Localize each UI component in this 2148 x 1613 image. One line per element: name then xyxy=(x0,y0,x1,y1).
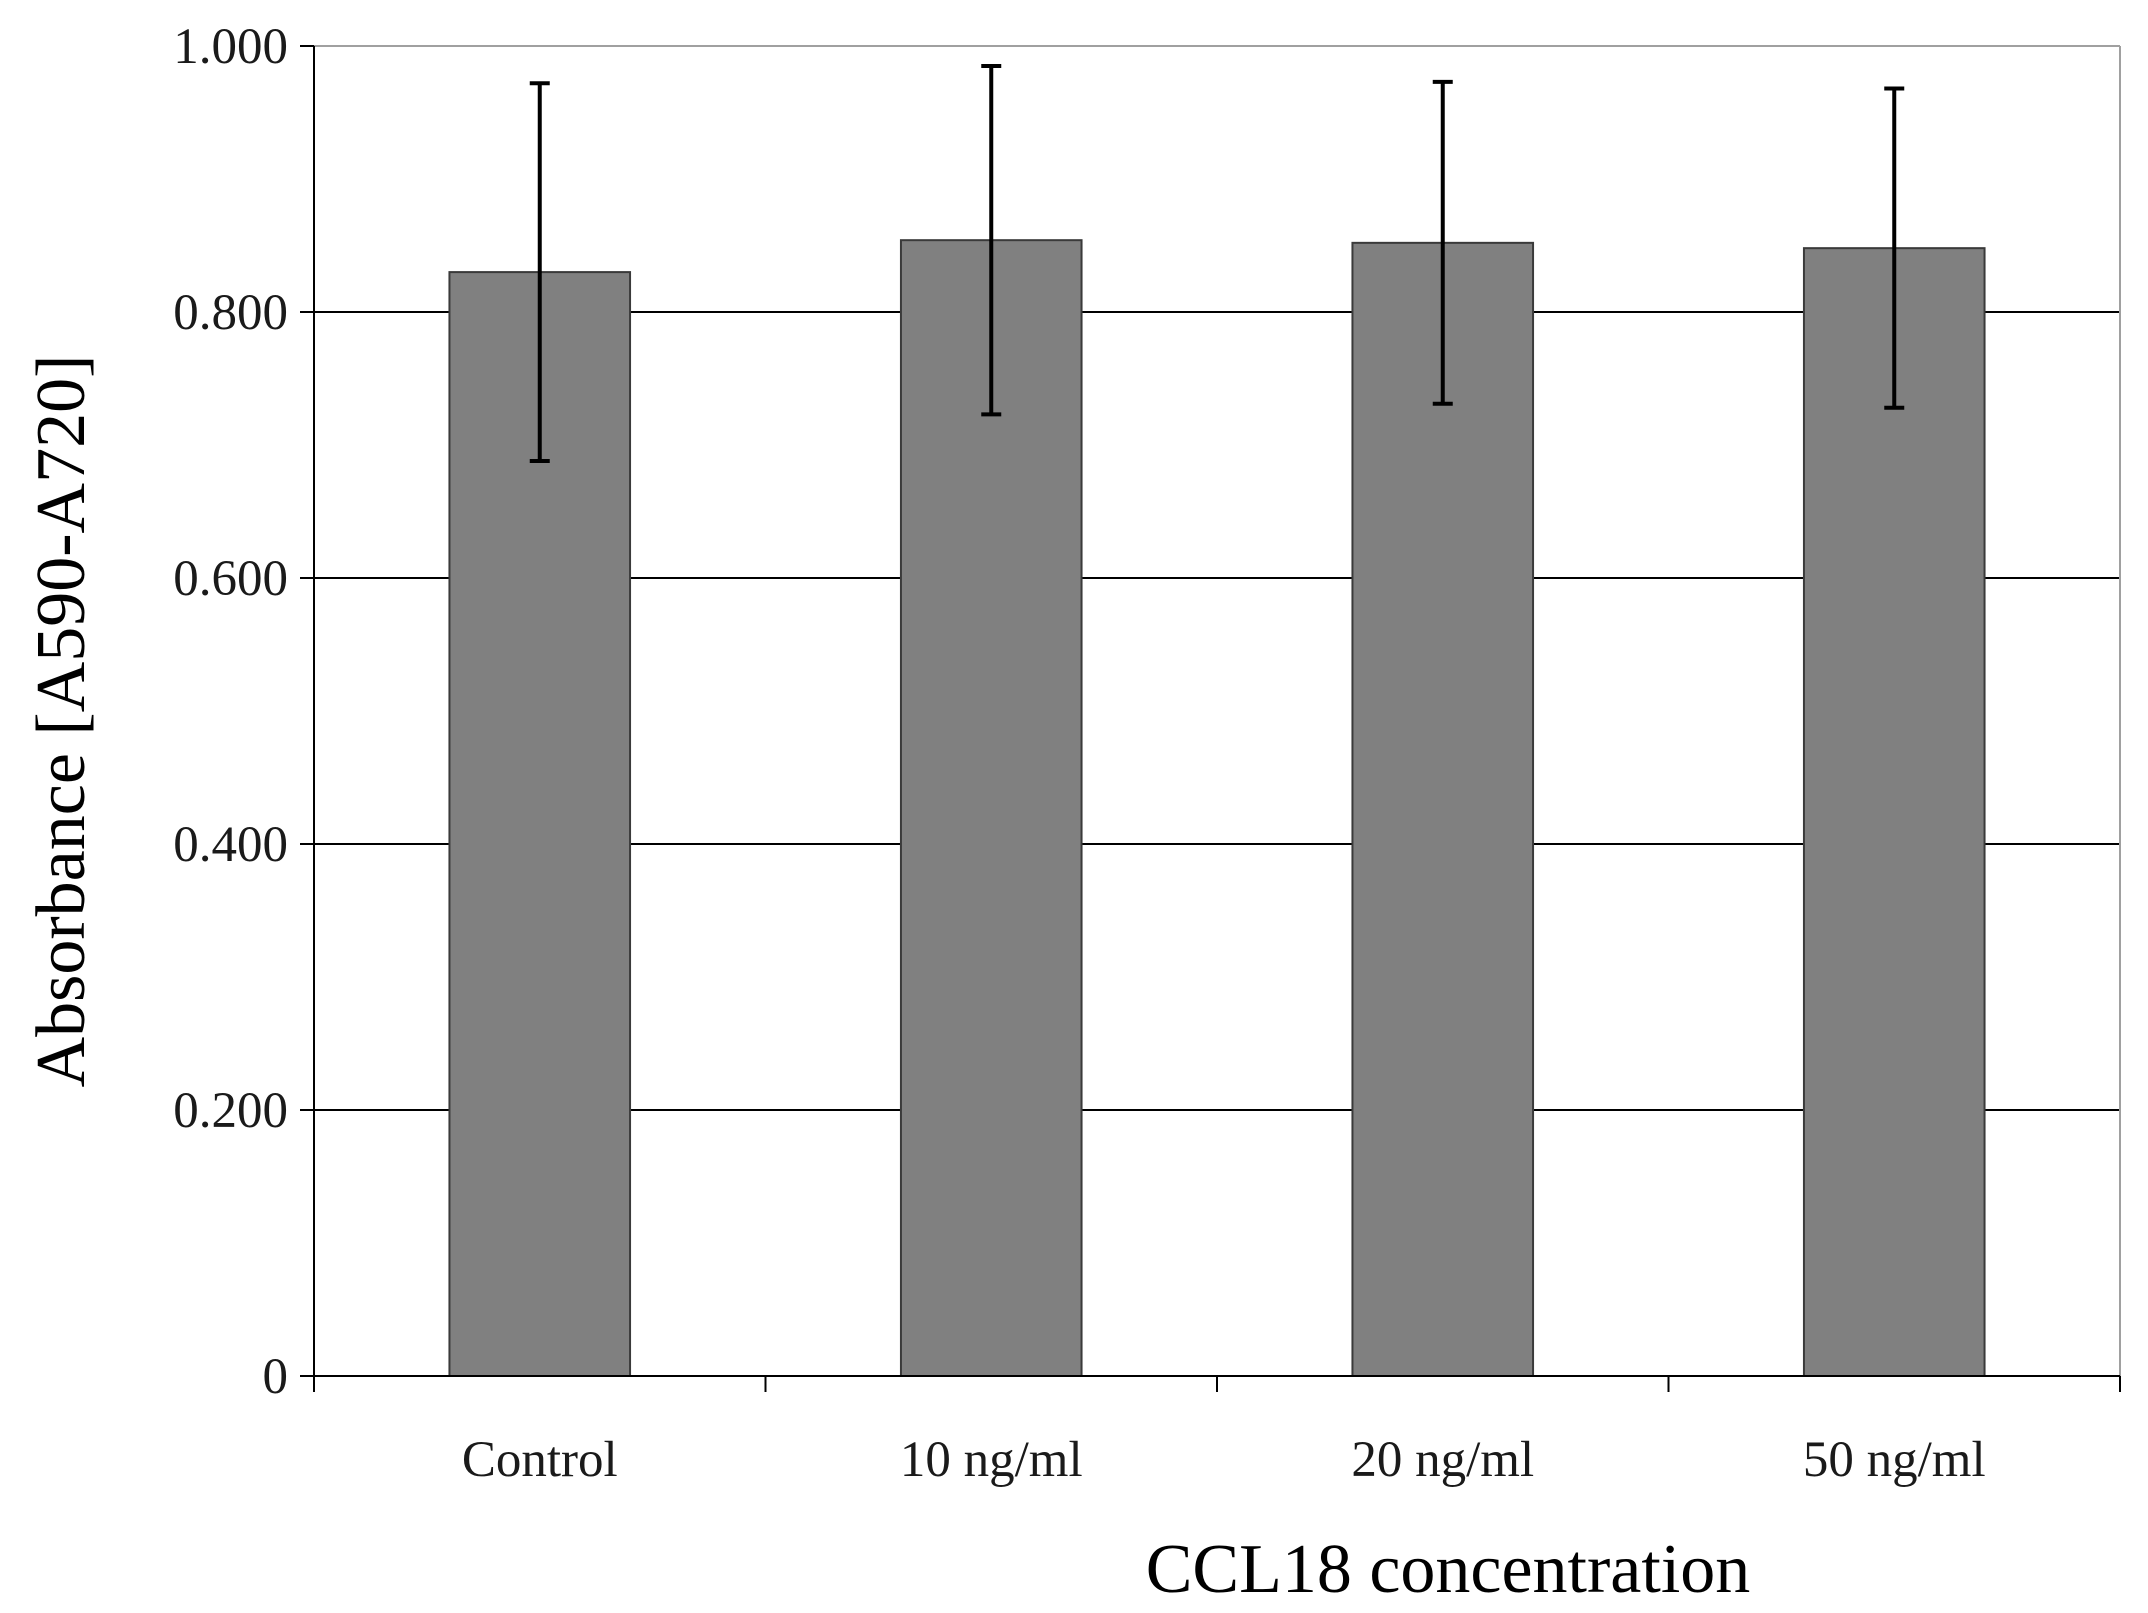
axes xyxy=(300,45,2121,1392)
bar xyxy=(899,239,1083,1377)
x-category-label: 10 ng/ml xyxy=(900,1432,1083,1488)
x-category-label: Control xyxy=(462,1432,618,1488)
bar xyxy=(1802,247,1986,1377)
error-bars xyxy=(529,63,1905,463)
y-tick-label: 0.400 xyxy=(173,817,288,873)
y-tick-label: 0.800 xyxy=(173,285,288,341)
y-tick-labels: 0 0.200 0.400 0.600 0.800 1.000 xyxy=(173,19,288,1405)
plot-frame xyxy=(314,45,2121,1376)
bar xyxy=(1351,241,1535,1378)
y-axis-title: Absorbance [A590-A720] xyxy=(23,355,100,1088)
x-axis-title: CCL18 concentration xyxy=(1146,1531,1751,1608)
x-category-label: 50 ng/ml xyxy=(1803,1432,1986,1488)
y-tick-label: 0 xyxy=(263,1349,289,1405)
x-category-labels: Control 10 ng/ml 20 ng/ml 50 ng/ml xyxy=(462,1432,1986,1488)
y-tick-label: 0.200 xyxy=(173,1083,288,1139)
y-tick-label: 0.600 xyxy=(173,551,288,607)
bars xyxy=(448,239,1986,1378)
x-category-label: 20 ng/ml xyxy=(1351,1432,1534,1488)
y-tick-label: 1.000 xyxy=(173,19,288,75)
